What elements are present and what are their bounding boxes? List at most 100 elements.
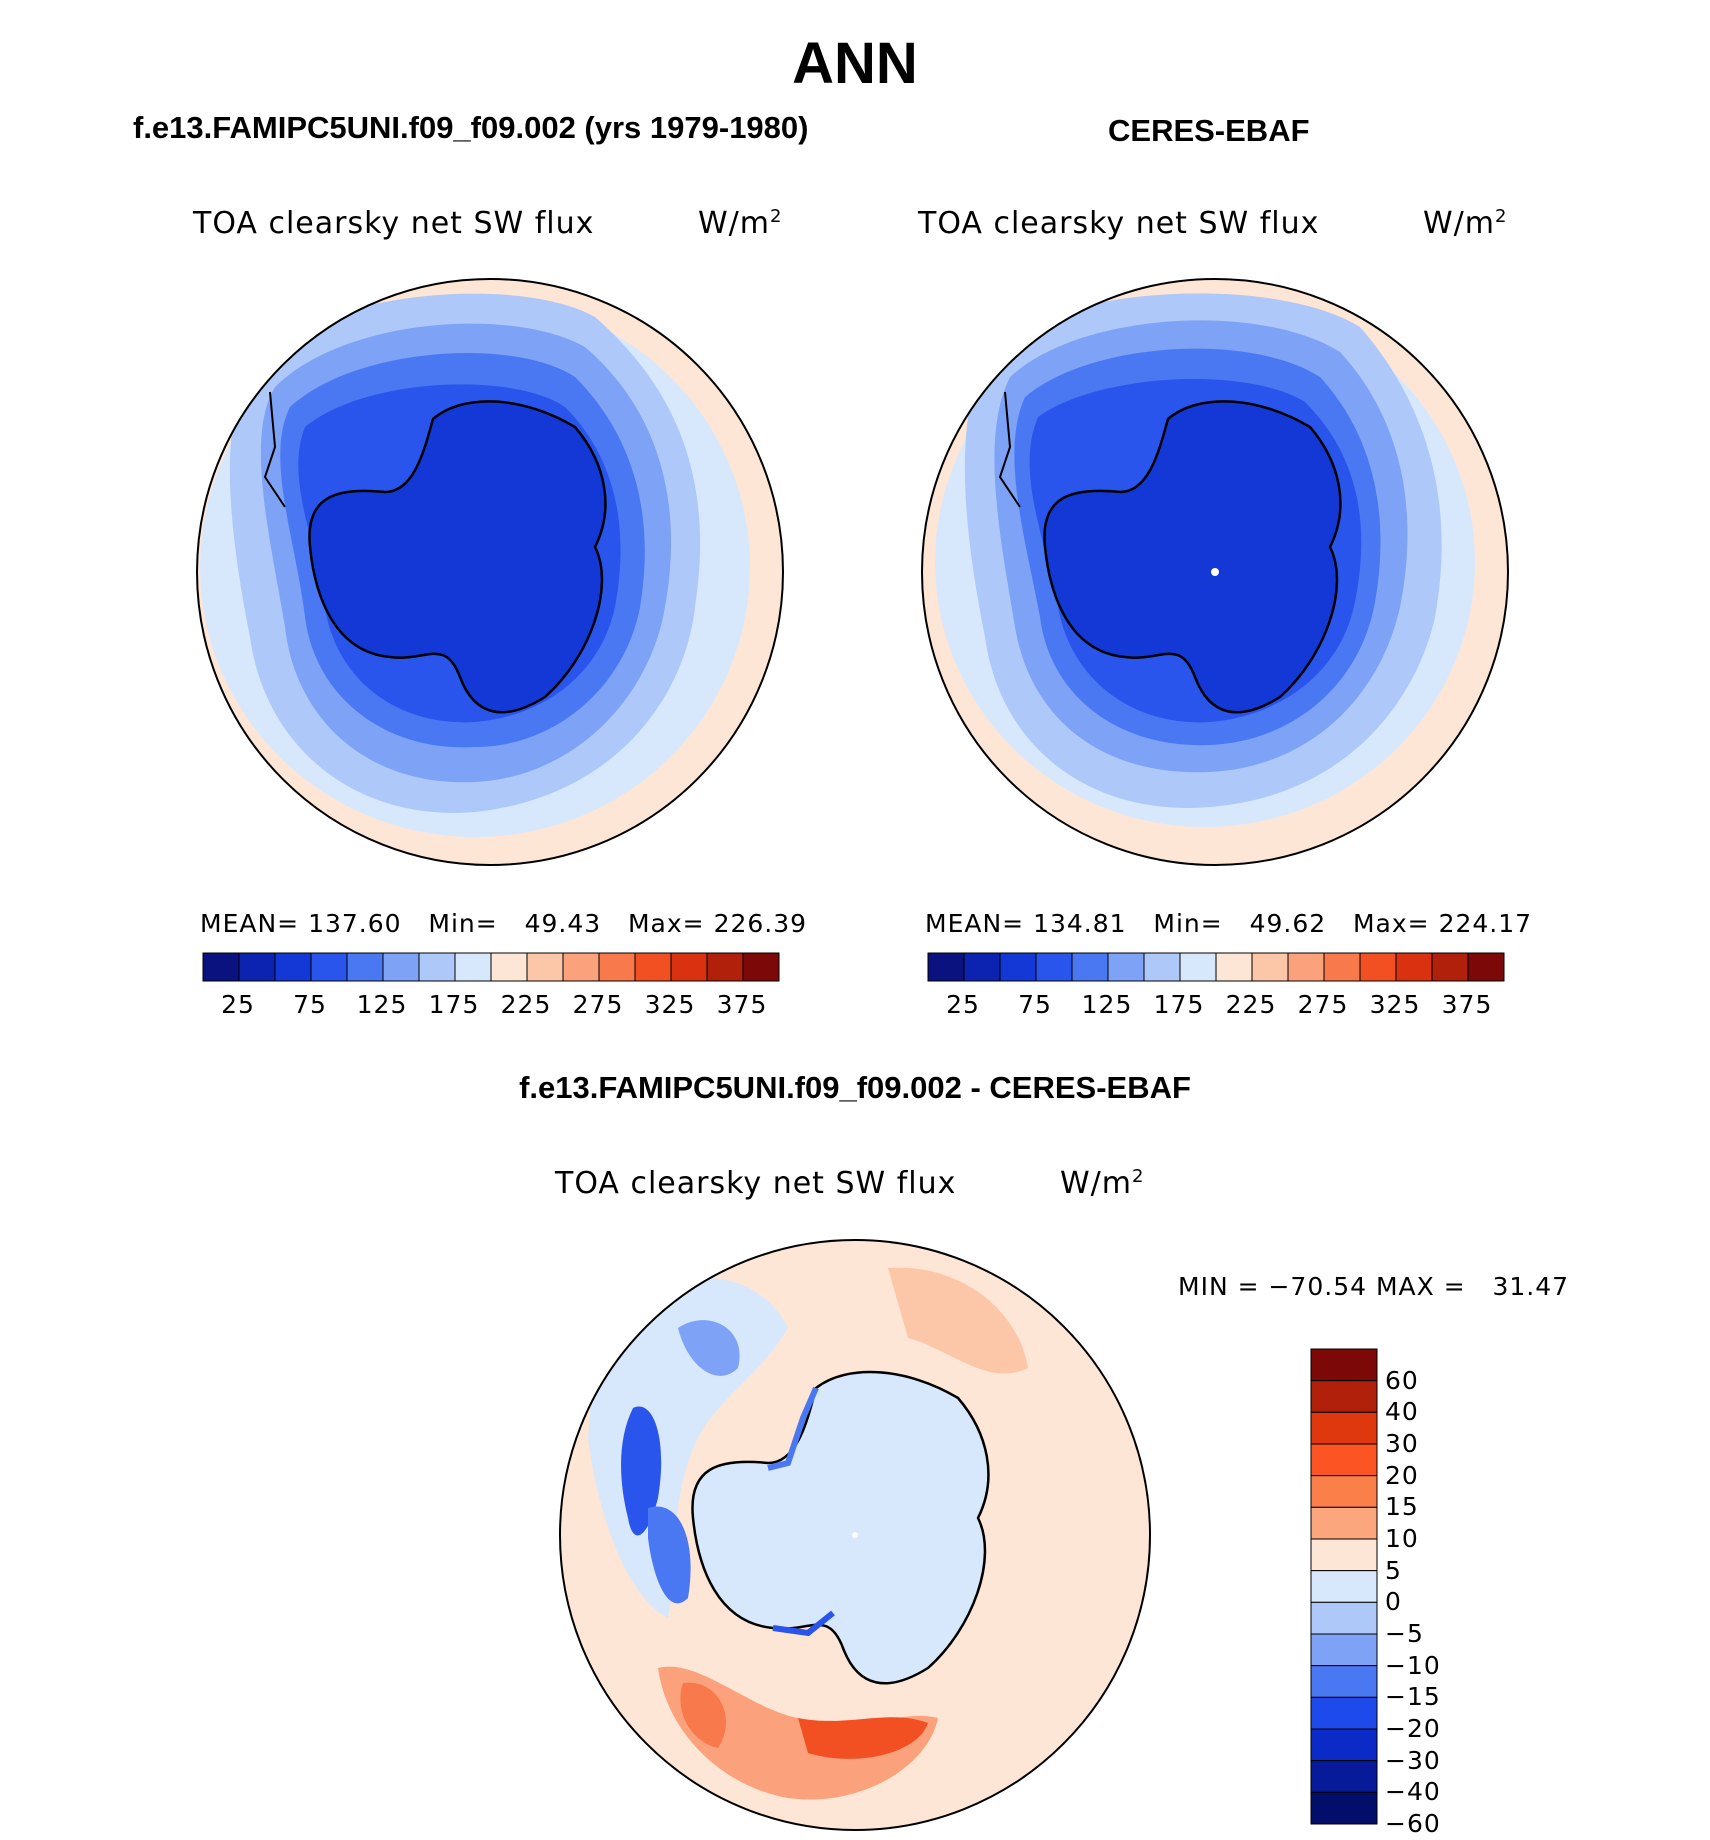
colorbar-tick-label: 25: [946, 990, 980, 1019]
colorbar-swatch: [1071, 952, 1109, 982]
colorbar-tick-label: 225: [500, 990, 552, 1019]
colorbar-swatch: [1107, 952, 1145, 982]
panel-2-variable: TOA clearsky net SW flux: [918, 206, 1320, 241]
colorbar-tick-label: −5: [1385, 1619, 1424, 1648]
colorbar-swatch: [706, 952, 744, 982]
antarctica-outline: [1043, 400, 1342, 714]
colorbar-swatch: [1251, 952, 1289, 982]
colorbar-swatch: [1323, 952, 1361, 982]
colorbar-swatch: [1310, 1696, 1378, 1730]
colorbar-tick-label: 275: [572, 990, 624, 1019]
colorbar-swatch: [562, 952, 600, 982]
colorbar-tick-label: 75: [1018, 990, 1052, 1019]
colorbar-swatch: [1215, 952, 1253, 982]
colorbar-swatch: [1310, 1475, 1378, 1508]
colorbar-swatch: [1310, 1380, 1378, 1413]
colorbar-swatch: [1359, 952, 1397, 982]
colorbar-tick-label: −30: [1385, 1745, 1441, 1775]
colorbar-tick-label: 5: [1385, 1555, 1402, 1585]
diff-title: f.e13.FAMIPC5UNI.f09_f09.002 - CERES-EBA…: [519, 1070, 1191, 1105]
colorbar-swatch: [1467, 952, 1505, 982]
colorbar-swatch: [598, 952, 636, 982]
colorbar-swatch: [238, 952, 276, 982]
colorbar-tick-label: 15: [1385, 1492, 1419, 1522]
colorbar-tick-label: 75: [293, 990, 327, 1019]
colorbar-tick-label: −10: [1385, 1650, 1441, 1680]
colorbar-swatch: [1431, 952, 1469, 982]
colorbar-tick-label: −15: [1385, 1682, 1441, 1712]
colorbar-swatch: [1143, 952, 1181, 982]
panel-1-variable: TOA clearsky net SW flux: [193, 206, 595, 241]
colorbar-swatch: [1179, 952, 1217, 982]
colorbar-swatch: [1310, 1570, 1378, 1603]
colorbar-swatch: [742, 952, 780, 982]
colorbar-swatch: [1310, 1348, 1378, 1382]
colorbar-tick-label: 10: [1385, 1524, 1419, 1553]
colorbar-tick-label: 275: [1297, 990, 1349, 1019]
colorbar-tick-label: 0: [1385, 1587, 1402, 1617]
colorbar-swatch: [1395, 952, 1433, 982]
colorbar-swatch: [526, 952, 564, 982]
panel-2-units: W/m2: [1423, 206, 1508, 241]
page-title: ANN: [792, 31, 918, 96]
colorbar-swatch: [1310, 1601, 1378, 1635]
colorbar-swatch: [490, 952, 528, 982]
colorbar-swatch: [1310, 1791, 1378, 1825]
colorbar-tick-label: 40: [1385, 1397, 1419, 1427]
colorbar-tick-label: 375: [716, 990, 768, 1019]
antarctica-outline: [691, 1370, 990, 1685]
colorbar-tick-label: −20: [1385, 1714, 1441, 1743]
colorbar-swatch: [418, 952, 456, 982]
panel-1-colorbar-labels: 25 75 125 175 225 275 325 375: [202, 990, 780, 1022]
colorbar-tick-label: 30: [1385, 1429, 1419, 1458]
colorbar-swatch: [1310, 1760, 1378, 1793]
colorbar-tick-label: 25: [221, 990, 255, 1019]
colorbar-tick-label: 225: [1225, 990, 1277, 1019]
colorbar-swatch: [1035, 952, 1073, 982]
diff-variable: TOA clearsky net SW flux: [555, 1166, 957, 1201]
colorbar-tick-label: 325: [1369, 990, 1421, 1019]
colorbar-tick-label: 60: [1385, 1365, 1419, 1395]
panel-2-colorbar: [927, 952, 1505, 982]
colorbar-swatch: [454, 952, 492, 982]
colorbar-tick-label: 125: [356, 990, 408, 1019]
colorbar-swatch: [999, 952, 1037, 982]
panel-1-units: W/m2: [698, 206, 783, 241]
colorbar-swatch: [1310, 1633, 1378, 1667]
colorbar-swatch: [1310, 1728, 1378, 1762]
colorbar-swatch: [1310, 1443, 1378, 1477]
diff-map: [559, 1239, 1151, 1831]
colorbar-swatch: [1310, 1538, 1378, 1572]
colorbar-tick-label: 325: [644, 990, 696, 1019]
colorbar-tick-label: −60: [1385, 1809, 1441, 1838]
diff-colorbar-labels: 60 40 30 20 15 10 5 0 −5 −10 −15 −20 −30 −40 −60: [1385, 1348, 1465, 1838]
panel-1-map: [196, 278, 784, 866]
antarctica-outline: [308, 400, 607, 714]
colorbar-swatch: [670, 952, 708, 982]
colorbar-tick-label: 20: [1385, 1460, 1419, 1490]
panel-1-title: f.e13.FAMIPC5UNI.f09_f09.002 (yrs 1979-1…: [133, 110, 809, 145]
colorbar-swatch: [634, 952, 672, 982]
colorbar-tick-label: 125: [1081, 990, 1133, 1019]
colorbar-swatch: [1310, 1411, 1378, 1445]
panel-2-colorbar-labels: 25 75 125 175 225 275 325 375: [927, 990, 1505, 1022]
diff-units: W/m2: [1060, 1166, 1145, 1201]
panel-1-stats: MEAN= 137.60 Min= 49.43 Max= 226.39: [200, 909, 808, 938]
colorbar-swatch: [346, 952, 384, 982]
colorbar-swatch: [382, 952, 420, 982]
colorbar-swatch: [274, 952, 312, 982]
panel-1-colorbar: [202, 952, 780, 982]
colorbar-swatch: [963, 952, 1001, 982]
panel-2-stats: MEAN= 134.81 Min= 49.62 Max= 224.17: [925, 909, 1533, 938]
colorbar-swatch: [1287, 952, 1325, 982]
diff-minmax: MIN = −70.54 MAX = 31.47: [1178, 1272, 1570, 1301]
diff-colorbar: [1310, 1348, 1378, 1825]
colorbar-swatch: [1310, 1506, 1378, 1540]
panel-2-map: [921, 278, 1509, 866]
colorbar-tick-label: −40: [1385, 1777, 1441, 1807]
colorbar-swatch: [1310, 1665, 1378, 1698]
colorbar-tick-label: 175: [1153, 990, 1205, 1019]
colorbar-tick-label: 175: [428, 990, 480, 1019]
colorbar-swatch: [310, 952, 348, 982]
panel-2-title: CERES-EBAF: [1108, 113, 1310, 148]
